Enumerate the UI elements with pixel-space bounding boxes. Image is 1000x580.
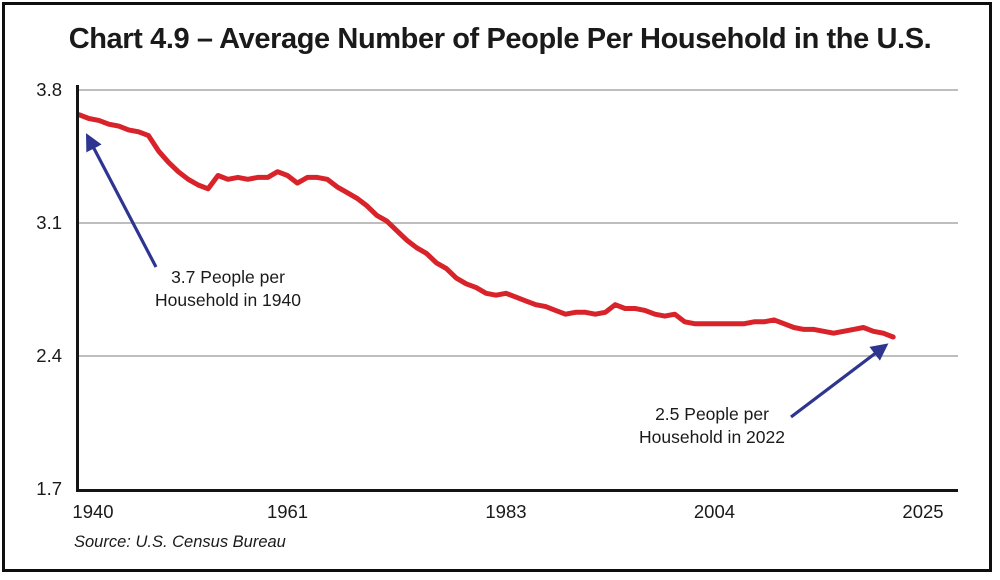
annotation-2022: 2.5 People per Household in 2022 xyxy=(621,403,803,448)
household-size-line xyxy=(79,112,896,340)
annotation-1940: 3.7 People per Household in 1940 xyxy=(138,266,318,311)
annotation-arrow-2022 xyxy=(790,343,889,419)
x-tick-label: 1961 xyxy=(266,501,309,522)
household-size-chart xyxy=(79,89,958,419)
x-tick-label: 2025 xyxy=(902,501,944,522)
annotation-1940-line1: 3.7 People per xyxy=(171,267,285,287)
y-tick-label: 2.4 xyxy=(36,345,62,366)
plot-area xyxy=(76,85,958,492)
x-tick-label: 1940 xyxy=(72,501,114,522)
annotation-1940-line2: Household in 1940 xyxy=(155,289,301,310)
y-tick-label: 1.7 xyxy=(36,478,62,499)
y-tick-label: 3.8 xyxy=(36,79,62,100)
annotation-2022-line1: 2.5 People per xyxy=(655,404,769,424)
chart-title: Chart 4.9 – Average Number of People Per… xyxy=(68,23,932,55)
x-tick-label: 1983 xyxy=(485,501,527,522)
source-note: Source: U.S. Census Bureau xyxy=(74,533,286,551)
x-tick-label: 2004 xyxy=(693,501,736,522)
y-tick-label: 3.1 xyxy=(36,212,62,233)
annotation-2022-line2: Household in 2022 xyxy=(639,426,785,447)
annotation-arrow-1940 xyxy=(85,133,158,268)
